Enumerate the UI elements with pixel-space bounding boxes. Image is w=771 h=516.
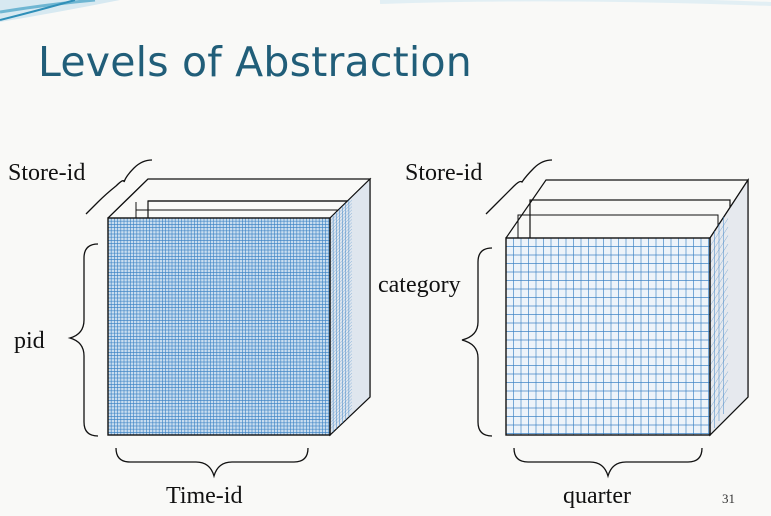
right-cube-grid <box>506 238 710 435</box>
left-pid-brace <box>67 243 99 437</box>
left-time-brace <box>115 447 309 479</box>
right-quarter-label: quarter <box>563 483 631 509</box>
right-category-brace <box>461 247 493 437</box>
right-store-id-label: Store-id <box>405 160 483 186</box>
left-store-id-label: Store-id <box>8 160 86 186</box>
left-cube-side-grid <box>329 200 353 432</box>
header-swoosh <box>0 0 771 22</box>
right-cube <box>505 177 750 437</box>
right-quarter-brace <box>513 447 703 479</box>
page-number: 31 <box>722 491 735 506</box>
right-category-label: category <box>378 272 461 298</box>
right-cube-side-grid <box>709 217 729 428</box>
left-cube-grid <box>108 218 330 435</box>
slide-title: Levels of Abstraction <box>38 38 472 86</box>
left-cube <box>107 177 372 437</box>
left-time-id-label: Time-id <box>166 483 243 509</box>
right-cube-front-face <box>506 238 710 435</box>
left-pid-label: pid <box>14 328 45 354</box>
braces <box>67 159 703 479</box>
